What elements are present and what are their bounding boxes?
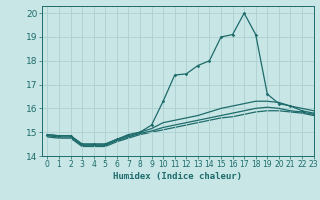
X-axis label: Humidex (Indice chaleur): Humidex (Indice chaleur) (113, 172, 242, 181)
